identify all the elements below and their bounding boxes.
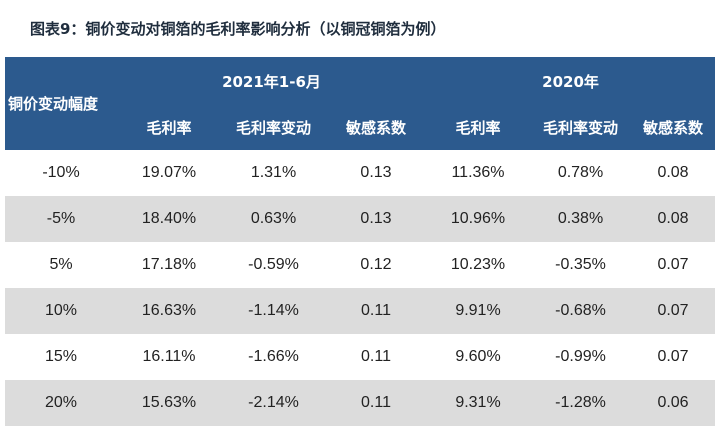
- cell-sensitivity: 0.08: [631, 196, 716, 242]
- cell-sensitivity: 0.07: [631, 288, 716, 334]
- group-header-2021h1: 2021年1-6月: [117, 57, 426, 105]
- cell-margin-change: -2.14%: [221, 380, 326, 426]
- cell-margin-change: -1.66%: [221, 334, 326, 380]
- cell-sensitivity: 0.06: [631, 380, 716, 426]
- cell-gross-margin: 15.63%: [117, 380, 221, 426]
- table-row: 15% 16.11% -1.66% 0.11 9.60% -0.99% 0.07: [5, 334, 716, 380]
- row-header-copper-change: 铜价变动幅度: [5, 57, 117, 150]
- col-header-margin-change: 毛利率变动: [530, 105, 631, 150]
- cell-margin-change: -0.35%: [530, 242, 631, 288]
- cell-margin-change: 0.63%: [221, 196, 326, 242]
- table-row: 10% 16.63% -1.14% 0.11 9.91% -0.68% 0.07: [5, 288, 716, 334]
- cell-gross-margin: 9.60%: [426, 334, 530, 380]
- table-body: -10% 19.07% 1.31% 0.13 11.36% 0.78% 0.08 -5% 18.…: [5, 150, 716, 426]
- cell-margin-change: -0.99%: [530, 334, 631, 380]
- cell-sensitivity: 0.08: [631, 150, 716, 196]
- cell-margin-change: -1.14%: [221, 288, 326, 334]
- col-header-sensitivity: 敏感系数: [631, 105, 716, 150]
- cell-copper-change: -5%: [5, 196, 117, 242]
- cell-sensitivity: 0.13: [326, 150, 426, 196]
- cell-gross-margin: 11.36%: [426, 150, 530, 196]
- cell-gross-margin: 16.11%: [117, 334, 221, 380]
- cell-margin-change: -0.68%: [530, 288, 631, 334]
- cell-gross-margin: 9.31%: [426, 380, 530, 426]
- cell-sensitivity: 0.13: [326, 196, 426, 242]
- cell-gross-margin: 19.07%: [117, 150, 221, 196]
- cell-gross-margin: 17.18%: [117, 242, 221, 288]
- cell-copper-change: 15%: [5, 334, 117, 380]
- cell-copper-change: 10%: [5, 288, 117, 334]
- cell-margin-change: -0.59%: [221, 242, 326, 288]
- col-header-gross-margin: 毛利率: [426, 105, 530, 150]
- cell-margin-change: 1.31%: [221, 150, 326, 196]
- table-row: 5% 17.18% -0.59% 0.12 10.23% -0.35% 0.07: [5, 242, 716, 288]
- cell-gross-margin: 10.23%: [426, 242, 530, 288]
- cell-gross-margin: 18.40%: [117, 196, 221, 242]
- table-row: 20% 15.63% -2.14% 0.11 9.31% -1.28% 0.06: [5, 380, 716, 426]
- cell-copper-change: 5%: [5, 242, 117, 288]
- cell-margin-change: -1.28%: [530, 380, 631, 426]
- cell-sensitivity: 0.11: [326, 288, 426, 334]
- figure-title: 图表9：铜价变动对铜箔的毛利率影响分析（以铜冠铜箔为例）: [30, 20, 446, 38]
- copper-margin-table: 铜价变动幅度 2021年1-6月 2020年 毛利率 毛利率变动 敏感系数 毛利…: [5, 57, 716, 426]
- cell-sensitivity: 0.12: [326, 242, 426, 288]
- cell-sensitivity: 0.07: [631, 242, 716, 288]
- cell-margin-change: 0.38%: [530, 196, 631, 242]
- group-header-2020: 2020年: [426, 57, 716, 105]
- cell-sensitivity: 0.07: [631, 334, 716, 380]
- cell-gross-margin: 16.63%: [117, 288, 221, 334]
- cell-sensitivity: 0.11: [326, 380, 426, 426]
- col-header-gross-margin: 毛利率: [117, 105, 221, 150]
- col-header-margin-change: 毛利率变动: [221, 105, 326, 150]
- table-row: -5% 18.40% 0.63% 0.13 10.96% 0.38% 0.08: [5, 196, 716, 242]
- cell-copper-change: 20%: [5, 380, 117, 426]
- cell-margin-change: 0.78%: [530, 150, 631, 196]
- cell-sensitivity: 0.11: [326, 334, 426, 380]
- cell-gross-margin: 10.96%: [426, 196, 530, 242]
- cell-gross-margin: 9.91%: [426, 288, 530, 334]
- cell-copper-change: -10%: [5, 150, 117, 196]
- table-row: -10% 19.07% 1.31% 0.13 11.36% 0.78% 0.08: [5, 150, 716, 196]
- col-header-sensitivity: 敏感系数: [326, 105, 426, 150]
